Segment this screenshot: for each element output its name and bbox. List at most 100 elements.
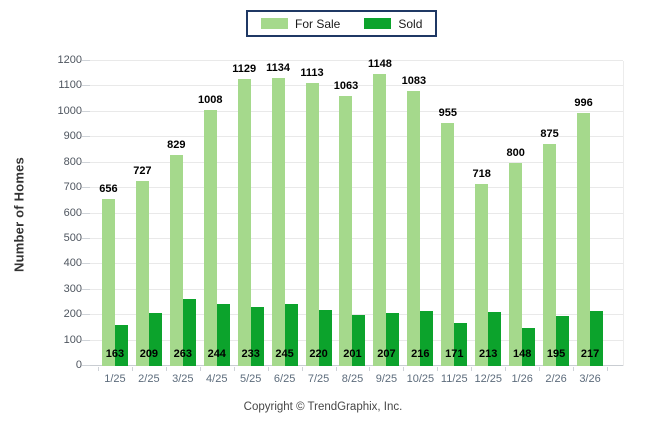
bar-group-4/25: 1008 244 — [198, 61, 234, 366]
y-tick-mark — [82, 365, 90, 366]
for-sale-value-label: 955 — [438, 107, 457, 120]
x-tick-label: 5/25 — [239, 373, 262, 385]
bar-group-1/26: 800 148 — [505, 61, 539, 366]
legend-swatch-sold — [364, 18, 392, 29]
bar-group-7/25: 1113 220 — [300, 61, 336, 366]
legend-item-sold: Sold — [364, 18, 422, 30]
for-sale-value-label: 1134 — [266, 61, 291, 74]
bar-pair: 1148 207 — [368, 59, 400, 366]
x-tick-label: 2/25 — [138, 373, 160, 385]
sold-bar — [318, 310, 332, 366]
bar-pair: 1083 216 — [402, 61, 434, 366]
gridline-1200 — [90, 60, 623, 61]
y-tick-mark — [82, 161, 90, 163]
bar-group-2/25: 727 209 — [132, 61, 166, 366]
for-sale-bar — [441, 123, 455, 366]
for-sale-bar — [237, 79, 251, 366]
x-tick-label: 11/25 — [440, 373, 468, 385]
sold-bar — [250, 306, 264, 366]
for-sale-bar — [339, 95, 353, 366]
sold-bar — [454, 322, 468, 366]
legend-item-for-sale: For Sale — [261, 18, 340, 30]
y-tick-label: 0 — [75, 359, 82, 371]
for-sale-value-label: 996 — [574, 96, 593, 109]
for-sale-value-label: 1063 — [333, 79, 359, 92]
copyright-text: Copyright © TrendGraphix, Inc. — [243, 401, 403, 413]
bar-pair: 1113 220 — [300, 61, 332, 366]
legend-swatch-for-sale — [261, 18, 288, 29]
for-sale-bar — [543, 143, 557, 366]
for-sale-value-label: 1083 — [401, 74, 427, 87]
y-tick-mark — [82, 288, 90, 290]
for-sale-value-label: 1008 — [198, 93, 223, 106]
for-sale-value-label: 727 — [133, 165, 152, 178]
gridline-900 — [90, 136, 623, 138]
sold-bar — [114, 324, 128, 366]
for-sale-value-label: 829 — [167, 139, 186, 152]
y-tick-label: 300 — [63, 282, 82, 295]
x-tick-mark — [233, 367, 235, 371]
x-tick-label: 2/26 — [545, 373, 567, 385]
bar-pair: 718 213 — [473, 61, 502, 366]
sold-value-label: 263 — [173, 348, 192, 360]
bar-pair: 1134 245 — [266, 61, 298, 366]
gridline-600 — [90, 212, 623, 214]
sold-value-label: 220 — [309, 348, 328, 360]
for-sale-value-label: 800 — [506, 146, 525, 159]
sold-value-label: 209 — [139, 348, 159, 360]
gridline-500 — [90, 237, 623, 239]
for-sale-bar — [509, 162, 523, 366]
bar-pair: 1008 244 — [198, 61, 230, 366]
for-sale-value-label: 1113 — [300, 67, 324, 80]
y-tick-label: 500 — [63, 231, 82, 244]
sold-value-label: 217 — [580, 348, 600, 360]
x-tick-label: 1/25 — [104, 373, 126, 385]
x-tick-label: 6/25 — [273, 373, 296, 385]
y-tick-label: 200 — [63, 308, 82, 321]
y-tick-label: 1100 — [58, 79, 82, 92]
for-sale-bar — [577, 112, 591, 366]
sold-bar — [386, 313, 400, 366]
sold-value-label: 207 — [377, 348, 396, 360]
for-sale-bar — [271, 77, 285, 366]
x-tick-label: 3/25 — [172, 373, 194, 385]
sold-value-label: 148 — [512, 348, 532, 360]
legend-label: Sold — [398, 16, 423, 31]
x-tick-mark — [369, 367, 371, 371]
x-tick-label: 7/25 — [307, 373, 330, 385]
for-sale-bar — [169, 155, 183, 366]
bar-group-10/25: 1083 216 — [402, 61, 437, 366]
x-tick-mark — [199, 367, 201, 371]
for-sale-bar — [407, 90, 421, 366]
y-tick-mark — [82, 187, 90, 189]
bar-pair: 800 148 — [506, 61, 536, 366]
for-sale-bar — [203, 109, 217, 366]
y-tick-label: 600 — [63, 206, 82, 219]
x-tick-mark — [301, 367, 303, 371]
x-tick-mark — [573, 367, 575, 371]
x-tick-label: 9/25 — [375, 373, 398, 385]
y-tick-label: 900 — [63, 130, 82, 143]
gridline-400 — [90, 263, 623, 265]
x-tick-label: 12/25 — [474, 373, 502, 385]
for-sale-bar — [475, 183, 489, 366]
x-tick-mark — [403, 367, 405, 371]
sold-value-label: 233 — [241, 348, 260, 360]
for-sale-value-label: 1129 — [232, 63, 257, 76]
y-tick-label: 800 — [63, 155, 82, 168]
x-tick-mark — [505, 367, 507, 371]
gridline-1100 — [90, 85, 623, 87]
y-tick-label: 100 — [63, 333, 82, 346]
x-tick-label: 4/25 — [206, 373, 228, 385]
x-tick-mark — [437, 367, 439, 371]
sold-bar — [216, 303, 230, 366]
legend-label: For Sale — [295, 16, 341, 31]
sold-bar — [182, 299, 196, 366]
bar-pair: 727 209 — [133, 61, 162, 366]
sold-value-label: 245 — [275, 348, 294, 360]
bar-pair: 875 195 — [540, 61, 570, 366]
y-tick-mark — [82, 314, 90, 316]
bar-pair: 996 217 — [574, 61, 604, 366]
y-tick-label: 400 — [63, 257, 82, 270]
gridline-800 — [90, 161, 623, 163]
